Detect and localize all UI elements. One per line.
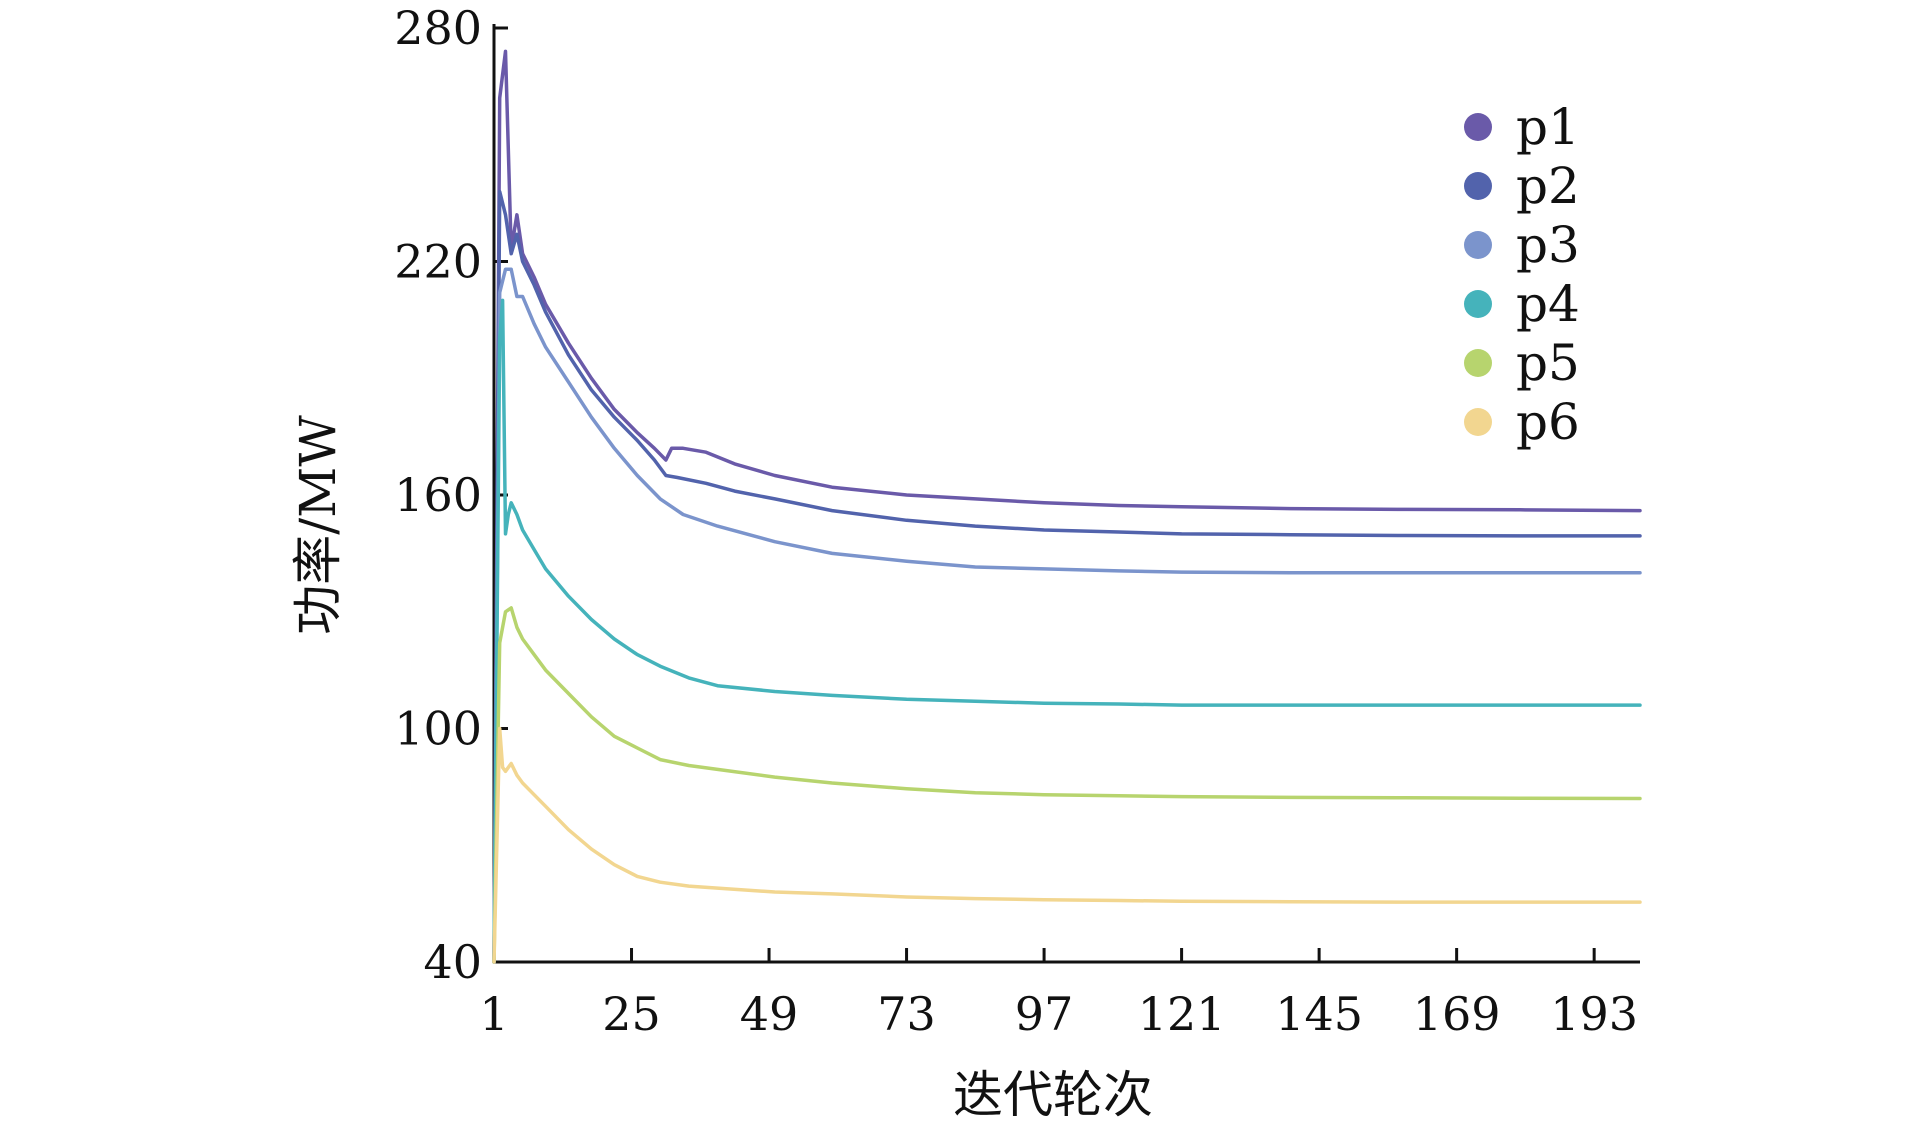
- series-line-p4: [492, 298, 1642, 964]
- x-tick-label: 97: [1015, 987, 1074, 1041]
- x-tick-label: 193: [1550, 987, 1638, 1041]
- y-tick-label: 160: [394, 468, 482, 522]
- y-tick-label: 220: [394, 235, 482, 289]
- y-tick-label: 40: [423, 935, 482, 989]
- series-line-p3: [492, 267, 1642, 964]
- series-lines: [492, 49, 1642, 964]
- y-tick-label: 280: [394, 1, 482, 55]
- legend-label-p5: p5: [1516, 334, 1580, 392]
- legend-label-p2: p2: [1516, 157, 1580, 215]
- legend-marker-p3: [1464, 231, 1492, 259]
- series-line-p6: [492, 726, 1642, 964]
- x-axis-title: 迭代轮次: [953, 1066, 1153, 1124]
- x-tick-label: 1: [479, 987, 508, 1041]
- legend-label-p3: p3: [1516, 216, 1580, 274]
- x-tick-label: 121: [1138, 987, 1226, 1041]
- legend-marker-p6: [1464, 408, 1492, 436]
- legend-marker-p1: [1464, 113, 1492, 141]
- series-line-p5: [492, 606, 1642, 964]
- legend-label-p1: p1: [1516, 98, 1580, 156]
- legend-label-p4: p4: [1516, 275, 1580, 333]
- x-tick-label: 145: [1275, 987, 1363, 1041]
- x-tick-label: 25: [602, 987, 661, 1041]
- x-tick-label: 73: [877, 987, 936, 1041]
- legend-marker-p5: [1464, 349, 1492, 377]
- x-tick-label: 49: [740, 987, 799, 1041]
- legend-label-p6: p6: [1516, 393, 1580, 451]
- series-line-p1: [492, 49, 1642, 964]
- y-axis-title: 功率/MW: [289, 415, 347, 635]
- legend-marker-p2: [1464, 172, 1492, 200]
- y-tick-label: 100: [394, 702, 482, 756]
- legend-marker-p4: [1464, 290, 1492, 318]
- series-line-p2: [492, 189, 1642, 964]
- axes: 1 25 49 73 97 121 145 169 193 40 100 160 220 280: [394, 1, 1640, 1041]
- x-tick-label: 169: [1413, 987, 1501, 1041]
